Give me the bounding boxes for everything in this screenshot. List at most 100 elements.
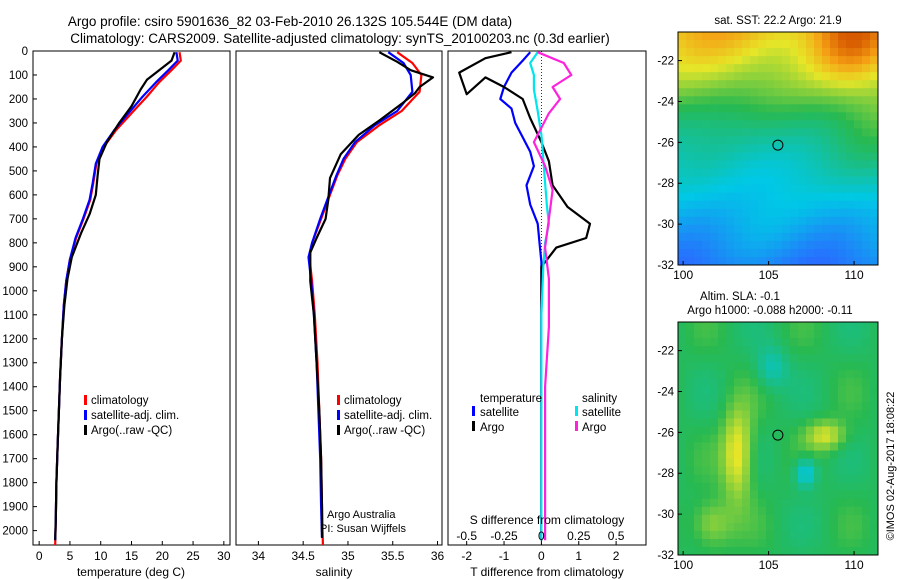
map-cell [678, 248, 687, 258]
map-cell [718, 522, 727, 532]
map-cell [822, 330, 831, 339]
map-cell [766, 152, 775, 161]
map-cell [718, 482, 727, 492]
y-tick-label: 1800 [2, 478, 28, 490]
map-cell [822, 64, 831, 73]
map-cell [814, 112, 823, 121]
sla-map-panel: Altim. SLA: -0.1 Argo h1000: -0.088 h200… [657, 291, 879, 572]
map-cell [694, 96, 703, 105]
x-tick-label: 5 [67, 549, 74, 563]
map-cell [702, 208, 711, 218]
map-cell [750, 322, 759, 331]
map-cell [830, 450, 839, 459]
map-cell [678, 362, 687, 371]
map-cell [830, 64, 839, 73]
map-cell [750, 442, 759, 451]
map-cell [806, 160, 815, 169]
map-cell [806, 426, 815, 435]
map-cell [694, 530, 703, 540]
map-cell [870, 402, 879, 411]
map-cell [734, 458, 743, 468]
map-cell [870, 160, 879, 169]
map-cell [870, 410, 879, 419]
map-cell [678, 466, 687, 476]
map-cell [854, 482, 863, 492]
map-cell [846, 546, 855, 556]
map-cell [774, 458, 783, 468]
map-cell [814, 410, 823, 419]
map-cell [830, 168, 839, 178]
map-cell [742, 160, 751, 169]
map-cell [758, 40, 767, 49]
map-cell [862, 538, 871, 548]
map-cell [790, 160, 799, 169]
map-cell [838, 192, 847, 202]
map-cell [702, 370, 711, 379]
map-cell [846, 450, 855, 459]
y-tick-label: 1100 [3, 310, 28, 322]
map-cell [694, 216, 703, 226]
map-cell [726, 248, 735, 258]
map-cell [726, 128, 735, 137]
map-cell [718, 442, 727, 451]
map-cell [822, 168, 831, 178]
map-cell [686, 160, 695, 169]
map-cell [854, 192, 863, 202]
map-cell [862, 458, 871, 468]
map-cell [854, 248, 863, 258]
map-cell [718, 378, 727, 387]
salinity-legend: climatology satellite-adj. clim. Argo(..… [337, 395, 432, 437]
map-cell [862, 434, 871, 443]
map-cell [838, 386, 847, 395]
map-cell [790, 394, 799, 403]
map-cell [838, 184, 847, 194]
map-cell [854, 506, 863, 516]
map-cell [846, 144, 855, 153]
map-cell [718, 160, 727, 169]
map-cell [870, 208, 879, 218]
map-cell [734, 450, 743, 459]
map-cell [814, 466, 823, 476]
map-cell [766, 56, 775, 65]
y-tick-label: 1900 [2, 502, 28, 514]
map-cell [790, 450, 799, 459]
map-cell [862, 120, 871, 129]
map-cell [758, 538, 767, 548]
map-cell [814, 370, 823, 379]
map-cell [726, 184, 735, 194]
map-cell [766, 136, 775, 145]
map-cell [870, 232, 879, 242]
map-cell [870, 136, 879, 145]
map-cell [710, 256, 719, 266]
map-cell [846, 48, 855, 57]
map-cell [830, 386, 839, 395]
map-cell [806, 402, 815, 411]
map-cell [702, 72, 711, 81]
map-cell [758, 176, 767, 186]
map-cell [726, 410, 735, 419]
map-cell [710, 426, 719, 435]
map-cell [846, 224, 855, 234]
map-cell [758, 450, 767, 459]
sla-map-frame [677, 321, 879, 556]
map-cell [814, 200, 823, 210]
map-cell [726, 144, 735, 153]
map-cell [686, 410, 695, 419]
map-cell [750, 386, 759, 395]
map-cell [726, 546, 735, 556]
map-cell [790, 466, 799, 476]
map-cell [830, 152, 839, 161]
map-cell [686, 546, 695, 556]
map-cell [782, 330, 791, 339]
map-cell [846, 394, 855, 403]
map-cell [758, 80, 767, 89]
map-cell [822, 176, 831, 186]
map-cell [750, 216, 759, 226]
map-cell [798, 232, 807, 242]
map-cell [790, 224, 799, 234]
map-cell [846, 362, 855, 371]
map-cell [846, 56, 855, 65]
map-cell [862, 144, 871, 153]
map-cell [742, 482, 751, 492]
map-cell [750, 346, 759, 355]
